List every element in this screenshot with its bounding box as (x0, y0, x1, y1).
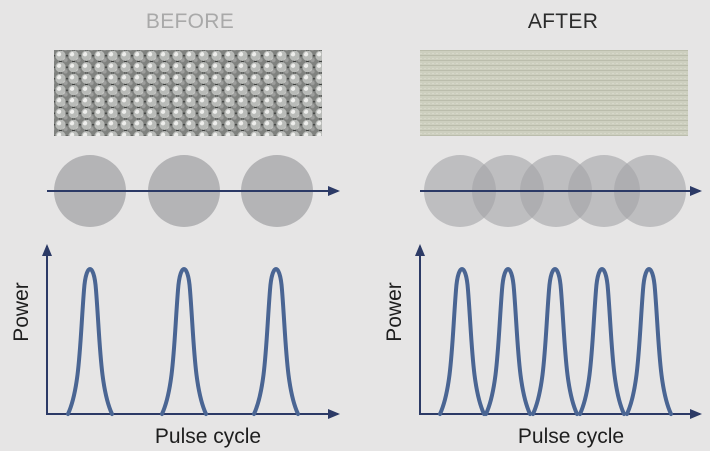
x-axis-label-before: Pulse cycle (154, 425, 262, 448)
y-axis-label-before: Power (10, 282, 33, 342)
pulse-peak (625, 267, 673, 416)
panel-title-before: BEFORE (145, 10, 235, 33)
pulse-peak (531, 267, 579, 416)
pulse-peak (578, 267, 626, 416)
pulses-before (66, 267, 300, 416)
pulse-peak (252, 267, 300, 416)
surface-before-image (54, 50, 322, 136)
x-axis-label-after: Pulse cycle (517, 425, 625, 448)
y-axis-label-after: Power (383, 282, 406, 342)
pulse-peak (160, 267, 208, 416)
panel-title-after: AFTER (527, 10, 599, 33)
pulse-peak (66, 267, 114, 416)
pulse-peak (484, 267, 532, 416)
laser-spots-after (424, 155, 686, 227)
pulses-after (438, 267, 673, 416)
pulse-peak (438, 267, 486, 416)
surface-after-image (420, 50, 688, 136)
